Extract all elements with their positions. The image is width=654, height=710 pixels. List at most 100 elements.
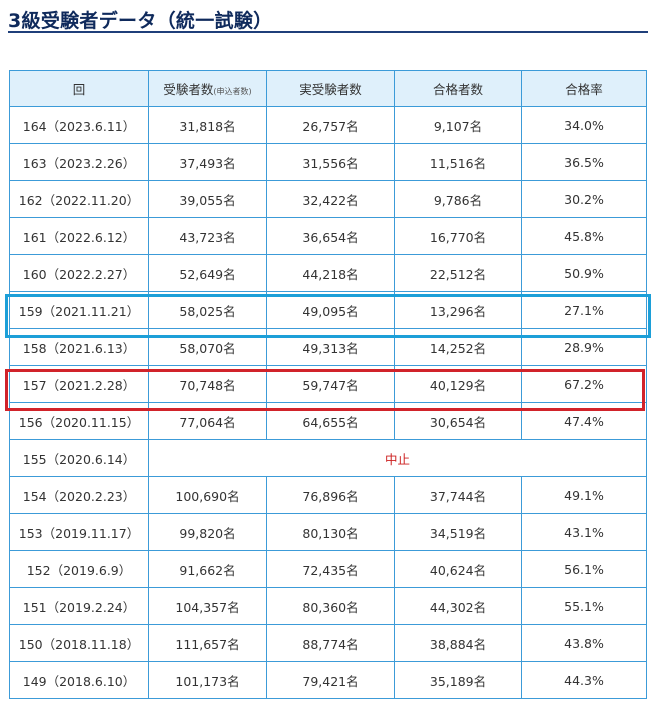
cell-round: 163（2023.2.26） bbox=[9, 143, 149, 181]
cell-applicants: 77,064名 bbox=[148, 402, 267, 440]
cell-actual: 80,130名 bbox=[266, 513, 395, 551]
cell-actual: 31,556名 bbox=[266, 143, 395, 181]
cell-applicants: 100,690名 bbox=[148, 476, 267, 514]
cell-round: 156（2020.11.15） bbox=[9, 402, 149, 440]
table-row: 163（2023.2.26） 37,493名 31,556名 11,516名 36.5% bbox=[9, 143, 647, 181]
cell-actual: 32,422名 bbox=[266, 180, 395, 218]
table-header-row: 回 受験者数(申込者数) 実受験者数 合格者数 合格率 bbox=[9, 70, 647, 107]
cell-applicants: 39,055名 bbox=[148, 180, 267, 218]
cell-round: 162（2022.11.20） bbox=[9, 180, 149, 218]
header-applicants-note: (申込者数) bbox=[213, 87, 252, 96]
cell-passed: 38,884名 bbox=[394, 624, 522, 662]
cell-cancelled: 中止 bbox=[148, 439, 647, 477]
cell-rate: 50.9% bbox=[521, 254, 647, 292]
table-row: 158（2021.6.13） 58,070名 49,313名 14,252名 28.9% bbox=[9, 328, 647, 366]
table-row: 161（2022.6.12） 43,723名 36,654名 16,770名 45.8% bbox=[9, 217, 647, 255]
cell-round: 158（2021.6.13） bbox=[9, 328, 149, 366]
cell-passed: 37,744名 bbox=[394, 476, 522, 514]
table-row: 150（2018.11.18） 111,657名 88,774名 38,884名 43.… bbox=[9, 624, 647, 662]
cell-rate: 67.2% bbox=[521, 365, 647, 403]
cell-applicants: 58,025名 bbox=[148, 291, 267, 329]
header-actual: 実受験者数 bbox=[266, 70, 395, 107]
cell-round: 150（2018.11.18） bbox=[9, 624, 149, 662]
exam-data-table: 回 受験者数(申込者数) 実受験者数 合格者数 合格率 164（2023.6.1… bbox=[9, 70, 647, 699]
cell-actual: 79,421名 bbox=[266, 661, 395, 699]
cell-actual: 59,747名 bbox=[266, 365, 395, 403]
cell-passed: 11,516名 bbox=[394, 143, 522, 181]
cell-actual: 64,655名 bbox=[266, 402, 395, 440]
table-row: 157（2021.2.28） 70,748名 59,747名 40,129名 67.2% bbox=[9, 365, 647, 403]
header-applicants-label: 受験者数 bbox=[163, 82, 214, 97]
table-row: 151（2019.2.24） 104,357名 80,360名 44,302名 55.1… bbox=[9, 587, 647, 625]
table-row: 153（2019.11.17） 99,820名 80,130名 34,519名 43.1… bbox=[9, 513, 647, 551]
cell-applicants: 43,723名 bbox=[148, 217, 267, 255]
cell-actual: 88,774名 bbox=[266, 624, 395, 662]
cell-passed: 40,129名 bbox=[394, 365, 522, 403]
cell-rate: 43.1% bbox=[521, 513, 647, 551]
cell-rate: 44.3% bbox=[521, 661, 647, 699]
table-row: 160（2022.2.27） 52,649名 44,218名 22,512名 50.9% bbox=[9, 254, 647, 292]
table-row: 162（2022.11.20） 39,055名 32,422名 9,786名 30.2% bbox=[9, 180, 647, 218]
cell-applicants: 37,493名 bbox=[148, 143, 267, 181]
cell-round: 153（2019.11.17） bbox=[9, 513, 149, 551]
cell-passed: 13,296名 bbox=[394, 291, 522, 329]
cell-rate: 30.2% bbox=[521, 180, 647, 218]
cell-applicants: 58,070名 bbox=[148, 328, 267, 366]
cell-round: 157（2021.2.28） bbox=[9, 365, 149, 403]
cell-applicants: 99,820名 bbox=[148, 513, 267, 551]
cell-round: 160（2022.2.27） bbox=[9, 254, 149, 292]
header-passed: 合格者数 bbox=[394, 70, 522, 107]
cell-rate: 45.8% bbox=[521, 217, 647, 255]
cell-rate: 28.9% bbox=[521, 328, 647, 366]
title-underline bbox=[8, 31, 648, 33]
cell-actual: 44,218名 bbox=[266, 254, 395, 292]
cell-passed: 30,654名 bbox=[394, 402, 522, 440]
cell-rate: 34.0% bbox=[521, 106, 647, 144]
cell-applicants: 31,818名 bbox=[148, 106, 267, 144]
cell-actual: 49,313名 bbox=[266, 328, 395, 366]
table-row: 149（2018.6.10） 101,173名 79,421名 35,189名 44.3… bbox=[9, 661, 647, 699]
cell-round: 154（2020.2.23） bbox=[9, 476, 149, 514]
cell-rate: 47.4% bbox=[521, 402, 647, 440]
cell-rate: 49.1% bbox=[521, 476, 647, 514]
cell-actual: 36,654名 bbox=[266, 217, 395, 255]
cell-actual: 76,896名 bbox=[266, 476, 395, 514]
cell-round: 159（2021.11.21） bbox=[9, 291, 149, 329]
cell-applicants: 91,662名 bbox=[148, 550, 267, 588]
cell-rate: 27.1% bbox=[521, 291, 647, 329]
cell-round: 155（2020.6.14） bbox=[9, 439, 149, 477]
table-row: 152（2019.6.9） 91,662名 72,435名 40,624名 56.1% bbox=[9, 550, 647, 588]
cell-rate: 55.1% bbox=[521, 587, 647, 625]
header-rate: 合格率 bbox=[521, 70, 647, 107]
header-round: 回 bbox=[9, 70, 149, 107]
cell-round: 161（2022.6.12） bbox=[9, 217, 149, 255]
cell-passed: 34,519名 bbox=[394, 513, 522, 551]
table-row: 154（2020.2.23） 100,690名 76,896名 37,744名 49.1… bbox=[9, 476, 647, 514]
cell-rate: 43.8% bbox=[521, 624, 647, 662]
cell-applicants: 101,173名 bbox=[148, 661, 267, 699]
cell-actual: 26,757名 bbox=[266, 106, 395, 144]
cell-round: 152（2019.6.9） bbox=[9, 550, 149, 588]
page-title: 3級受験者データ（統一試験） bbox=[8, 10, 273, 32]
cell-passed: 14,252名 bbox=[394, 328, 522, 366]
table-row: 156（2020.11.15） 77,064名 64,655名 30,654名 47.4… bbox=[9, 402, 647, 440]
table-row: 155（2020.6.14） 中止 bbox=[9, 439, 647, 477]
cell-applicants: 52,649名 bbox=[148, 254, 267, 292]
cell-passed: 9,107名 bbox=[394, 106, 522, 144]
cell-passed: 40,624名 bbox=[394, 550, 522, 588]
header-applicants: 受験者数(申込者数) bbox=[148, 70, 267, 107]
cell-rate: 56.1% bbox=[521, 550, 647, 588]
cell-round: 151（2019.2.24） bbox=[9, 587, 149, 625]
cell-passed: 16,770名 bbox=[394, 217, 522, 255]
cell-passed: 35,189名 bbox=[394, 661, 522, 699]
cell-passed: 9,786名 bbox=[394, 180, 522, 218]
table-row: 164（2023.6.11） 31,818名 26,757名 9,107名 34.0% bbox=[9, 106, 647, 144]
cell-passed: 44,302名 bbox=[394, 587, 522, 625]
cell-applicants: 70,748名 bbox=[148, 365, 267, 403]
cell-rate: 36.5% bbox=[521, 143, 647, 181]
cell-actual: 49,095名 bbox=[266, 291, 395, 329]
cell-actual: 72,435名 bbox=[266, 550, 395, 588]
cell-passed: 22,512名 bbox=[394, 254, 522, 292]
cell-applicants: 104,357名 bbox=[148, 587, 267, 625]
cell-actual: 80,360名 bbox=[266, 587, 395, 625]
